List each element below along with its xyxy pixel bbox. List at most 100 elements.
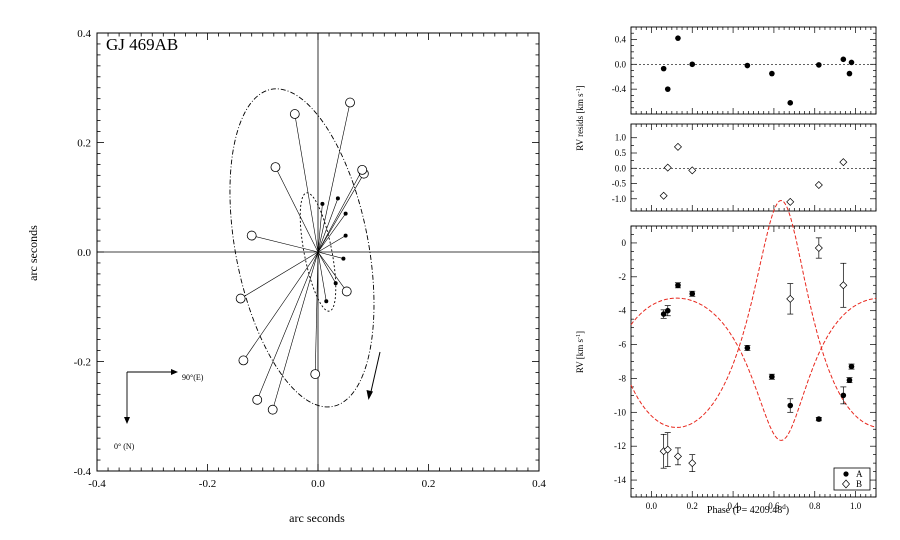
rv-resids-b-panel: 1.0 0.5 0.0 -0.5 -1.0 — [612, 123, 877, 212]
secondary-connector — [243, 251, 319, 361]
primary-position-point — [324, 299, 329, 304]
primary-position-point — [343, 233, 348, 238]
rv-a-point — [816, 416, 822, 422]
secondary-position-point — [246, 230, 257, 241]
legend-marker-a — [843, 471, 849, 477]
rv-resids-y-label-sup: -1 — [576, 88, 582, 93]
x-tick-label: 1.0 — [850, 501, 862, 511]
model-curve-b — [630, 199, 877, 428]
astrometry-x-axis-label: arc seconds — [289, 511, 345, 525]
secondary-position-point — [238, 355, 249, 366]
secondary-connector — [251, 235, 319, 253]
y-tick-label: 0.0 — [77, 247, 91, 259]
primary-position-point — [343, 211, 348, 216]
secondary-connector — [317, 169, 363, 253]
rv-b-point — [663, 445, 672, 454]
secondary-connector — [317, 251, 347, 292]
y-tick-label: -10 — [614, 407, 626, 417]
rv-a-point — [744, 345, 751, 351]
rv-resids-y-label-main: RV resids [km s — [575, 93, 585, 151]
compass-east-arrowhead — [171, 369, 178, 375]
rv-a-point — [848, 363, 855, 370]
rv-x-label-main: Phase (P= 4209.48 — [707, 505, 782, 516]
resid-b-point — [839, 158, 848, 167]
astrometry-panel: -0.4 -0.2 0.0 0.2 0.4 -0.4 -0.2 0.0 0.2 0.4 — [74, 28, 547, 490]
rv-x-label-sup: d — [782, 503, 786, 511]
y-tick-label: -0.5 — [612, 179, 627, 189]
x-tick-label: -0.2 — [199, 478, 216, 490]
resid-a-point — [744, 62, 751, 69]
legend-label-a: A — [856, 469, 863, 479]
rv-resids-y-axis-label: RV resids [km s-1] — [575, 85, 585, 150]
secondary-connector — [275, 167, 319, 253]
rv-resids-y-label-end: ] — [575, 85, 585, 88]
x-tick-label: 0.6 — [768, 501, 780, 511]
y-tick-label: 0.5 — [615, 148, 627, 158]
y-tick-label: 0 — [622, 238, 627, 248]
rv-a-point — [689, 290, 696, 297]
y-tick-label: -0.4 — [74, 466, 92, 478]
resid-a-point — [660, 65, 667, 72]
x-tick-label: 0.0 — [646, 501, 658, 511]
y-tick-label: -2 — [619, 272, 627, 282]
secondary-orbit-ellipse — [229, 88, 375, 408]
compass-north-label: 0° (N) — [114, 442, 135, 451]
secondary-connector — [317, 102, 351, 253]
resid-b-point — [659, 191, 668, 200]
secondary-position-point — [235, 293, 246, 304]
y-tick-label: 0.4 — [615, 34, 627, 44]
rv-a-point — [664, 307, 671, 314]
resid-a-point — [664, 86, 671, 92]
secondary-position-point — [270, 162, 281, 173]
secondary-connector — [272, 251, 319, 410]
rv-b-point — [839, 281, 848, 290]
rv-y-axis-label: RV [km s-1] — [575, 331, 585, 373]
x-tick-label: 0.8 — [809, 501, 821, 511]
y-tick-label: -4 — [619, 306, 627, 316]
y-tick-label: -6 — [619, 340, 627, 350]
primary-connector — [317, 235, 346, 253]
y-tick-label: -1.0 — [612, 194, 627, 204]
secondary-connector — [317, 173, 365, 253]
y-tick-label: 0.0 — [615, 59, 627, 69]
astrometry-title: GJ 469AB — [106, 35, 178, 54]
rv-curve-panel: 0 -2 -4 -6 -8 -10 -12 -14 0.0 0.2 0.4 0.6 0.8 1.0 — [614, 199, 877, 511]
rv-b-point — [688, 459, 697, 468]
resid-a-point — [769, 70, 775, 77]
compass-east-label: 90°(E) — [182, 373, 204, 382]
resid-b-point — [786, 197, 795, 206]
y-tick-label: 0.2 — [77, 138, 91, 150]
resid-a-point — [846, 70, 853, 77]
plot-frame — [630, 26, 877, 115]
primary-position-point — [341, 256, 346, 261]
rv-resids-a-panel: 0.4 0.0 -0.4 — [612, 26, 877, 115]
resid-a-point — [675, 35, 681, 41]
primary-connector — [317, 198, 339, 253]
resid-b-point — [673, 142, 682, 151]
primary-position-point — [320, 201, 325, 206]
secondary-position-point — [341, 286, 352, 297]
x-tick-label: 0.4 — [727, 501, 739, 511]
primary-connector — [317, 251, 344, 259]
primary-connector — [317, 251, 327, 302]
rv-a-point — [840, 392, 847, 399]
y-tick-label: 0.0 — [615, 163, 627, 173]
resid-b-point — [663, 163, 672, 172]
secondary-position-point — [310, 369, 321, 379]
legend-label-b: B — [856, 479, 862, 489]
x-tick-label: 0.2 — [422, 478, 436, 490]
rv-b-point — [786, 294, 795, 303]
y-tick-label: 0.4 — [77, 28, 91, 40]
primary-position-point — [333, 281, 338, 286]
rv-x-label-end: ) — [786, 505, 789, 516]
resid-b-point — [688, 166, 697, 175]
model-curve-a — [630, 297, 877, 441]
secondary-position-point — [289, 109, 300, 119]
rv-a-point — [846, 377, 853, 383]
motion-arrow-shaft — [369, 351, 381, 397]
legend-box — [833, 467, 871, 491]
x-tick-label: 0.4 — [532, 478, 546, 490]
rv-y-label-main: RV [km s — [575, 338, 585, 373]
primary-connector — [317, 213, 346, 253]
